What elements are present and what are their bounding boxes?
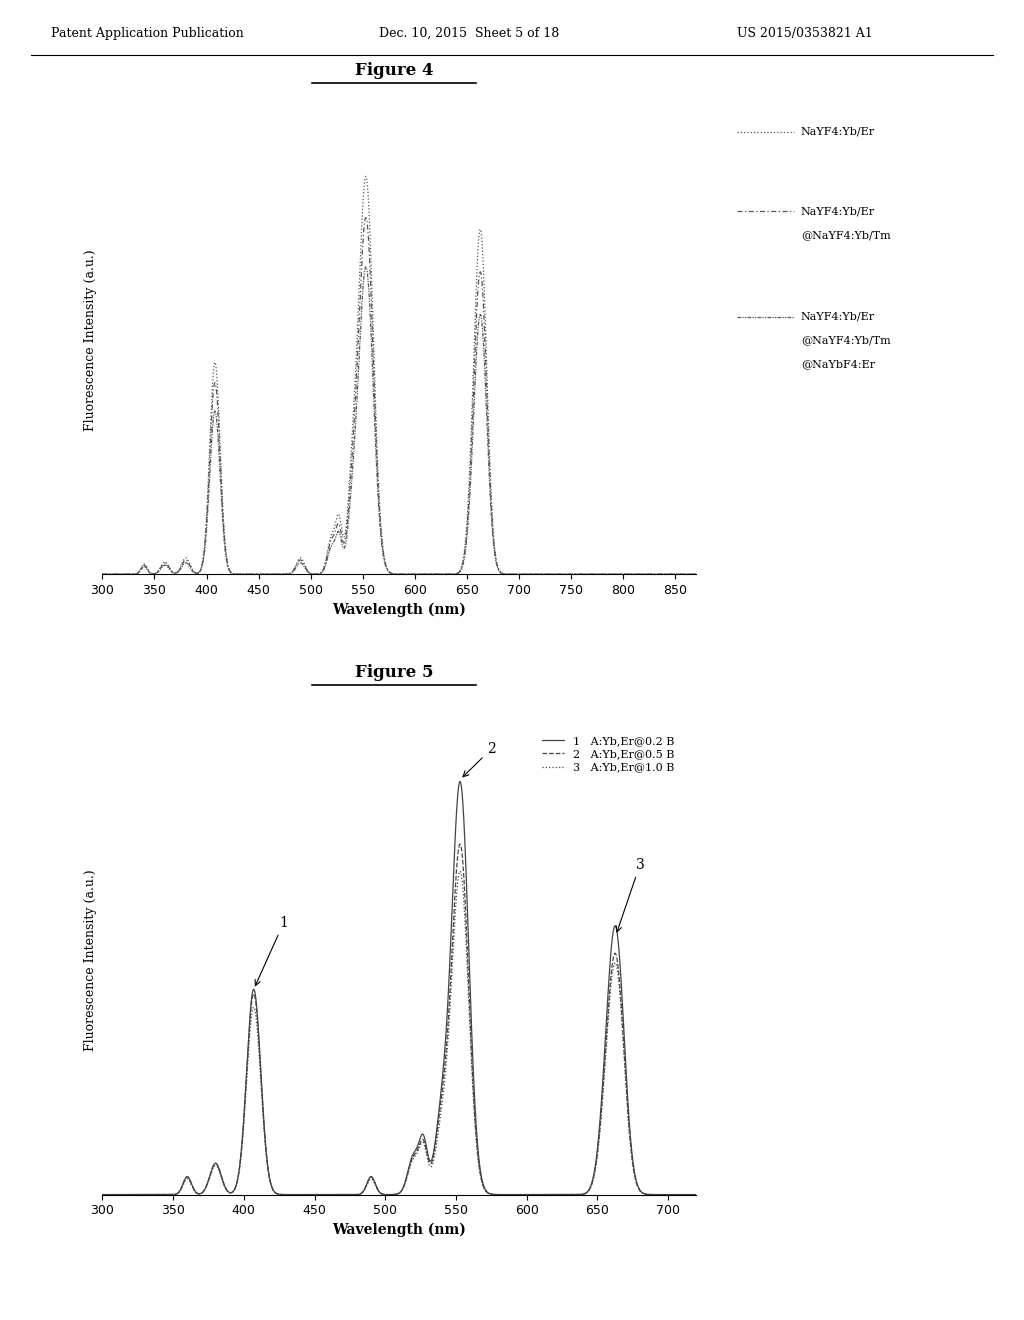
Text: Figure 5: Figure 5 [355,664,433,681]
Text: Dec. 10, 2015  Sheet 5 of 18: Dec. 10, 2015 Sheet 5 of 18 [379,26,559,40]
Text: Figure 4: Figure 4 [355,62,433,79]
Text: NaYF4:Yb/Er: NaYF4:Yb/Er [801,206,874,216]
Text: NaYF4:Yb/Er: NaYF4:Yb/Er [801,127,874,137]
Legend: 1   A:Yb,Er@0.2 B, 2   A:Yb,Er@0.5 B, 3   A:Yb,Er@1.0 B: 1 A:Yb,Er@0.2 B, 2 A:Yb,Er@0.5 B, 3 A:Yb… [538,731,679,777]
Text: @NaYbF4:Er: @NaYbF4:Er [801,359,874,370]
Text: @NaYF4:Yb/Tm: @NaYF4:Yb/Tm [801,335,891,346]
Y-axis label: Fluorescence Intensity (a.u.): Fluorescence Intensity (a.u.) [84,249,97,430]
Text: 1: 1 [255,916,288,986]
X-axis label: Wavelength (nm): Wavelength (nm) [333,602,466,616]
Y-axis label: Fluorescence Intensity (a.u.): Fluorescence Intensity (a.u.) [84,870,97,1051]
Text: Patent Application Publication: Patent Application Publication [51,26,244,40]
Text: @NaYF4:Yb/Tm: @NaYF4:Yb/Tm [801,230,891,240]
Text: US 2015/0353821 A1: US 2015/0353821 A1 [737,26,873,40]
X-axis label: Wavelength (nm): Wavelength (nm) [333,1222,466,1237]
Text: 2: 2 [463,742,496,776]
Text: 3: 3 [616,858,644,932]
Text: NaYF4:Yb/Er: NaYF4:Yb/Er [801,312,874,322]
